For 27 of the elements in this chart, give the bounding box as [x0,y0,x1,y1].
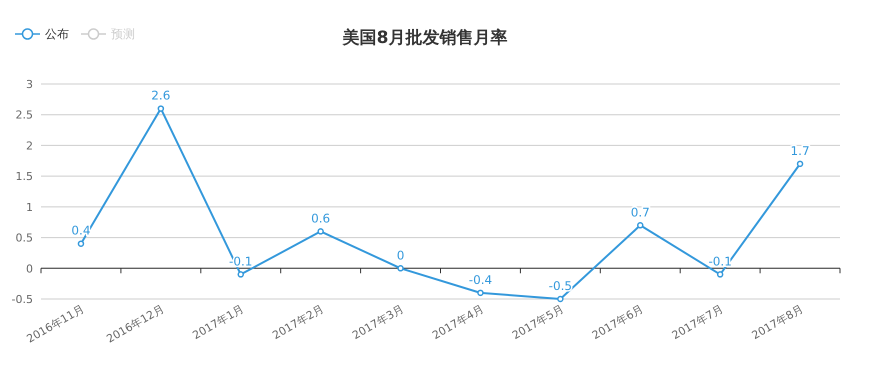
point [317,228,324,235]
data-label: -0.4 [468,272,492,287]
y-tick-label: -0.5 [12,293,33,306]
point [716,271,724,278]
y-tick-label: 3 [26,78,33,91]
data-label: 0.7 [630,205,650,220]
data-label: -0.5 [548,279,572,293]
y-tick-label: 2 [26,139,33,152]
point [637,222,644,229]
y-tick-label: 1 [26,200,33,214]
data-label: 0 [396,248,404,262]
data-label: 0.6 [311,211,330,226]
point [796,160,804,168]
data-label: 2.6 [151,88,170,103]
point [78,240,84,247]
point [238,271,244,278]
y-tick-label: 1.5 [16,170,33,184]
point [557,296,564,302]
point [477,290,484,296]
y-tick-label: 0.5 [16,232,33,245]
point [397,265,404,272]
y-tick-label: 0 [26,262,33,276]
legend-label: 公布 [45,27,69,41]
y-tick-label: 2.5 [16,108,33,122]
chart-title: 美国8月批发销售月率 [342,28,508,48]
point [158,105,164,112]
data-label: 1.7 [790,144,810,158]
